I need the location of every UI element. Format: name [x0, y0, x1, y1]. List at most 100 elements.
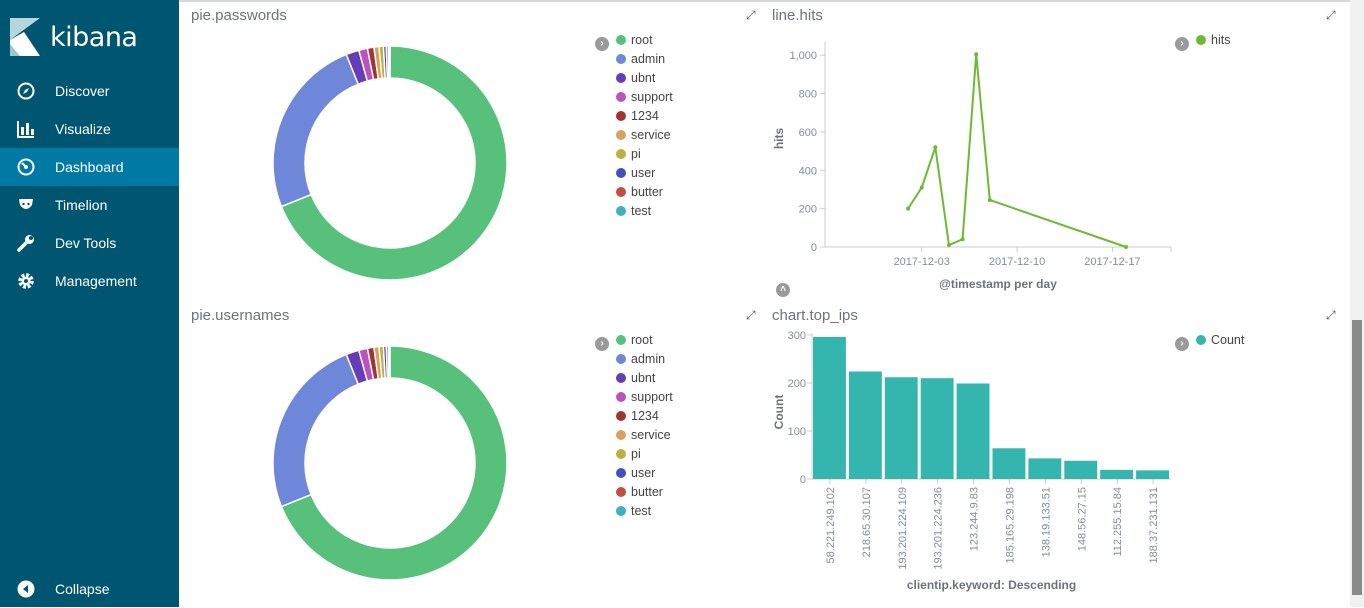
legend-dot	[616, 410, 626, 421]
legend-label: test	[631, 203, 652, 218]
collapse-chart-icon[interactable]: ˄	[776, 283, 790, 297]
y-axis-title: Count	[772, 395, 786, 430]
legend-label: butter	[631, 184, 663, 199]
bar-58.221.249.102	[813, 336, 846, 479]
legend-item-root[interactable]: root	[616, 330, 673, 349]
x-tick-label: 148.56.27.15	[1076, 487, 1088, 551]
legend-label: 1234	[631, 108, 659, 123]
bar-148.56.27.15	[1064, 460, 1098, 479]
gear-icon	[16, 271, 36, 291]
legend-item-admin[interactable]: admin	[616, 349, 673, 368]
pie-slice-root	[280, 45, 508, 281]
legend-toggle-icon[interactable]: ›	[1175, 37, 1189, 51]
legend-item-1234[interactable]: 1234	[616, 106, 673, 125]
collapse-label: Collapse	[55, 581, 110, 597]
legend-label: pi	[631, 446, 641, 461]
legend-dot	[616, 486, 626, 497]
legend-item-service[interactable]: service	[616, 125, 673, 144]
legend-label: ubnt	[631, 370, 656, 385]
legend-item-butter[interactable]: butter	[616, 482, 673, 501]
legend-item-admin[interactable]: admin	[616, 49, 673, 68]
x-tick-label: 2017-12-03	[894, 256, 950, 268]
y-tick-label: 0	[800, 474, 806, 486]
legend-item-ubnt[interactable]: ubnt	[616, 368, 673, 387]
legend-item-pi[interactable]: pi	[616, 444, 673, 463]
legend-label: admin	[631, 351, 666, 366]
legend-item-root[interactable]: root	[616, 30, 673, 49]
x-tick-label: 188.37.231.131	[1148, 487, 1160, 563]
collapse-button[interactable]: Collapse	[0, 570, 179, 608]
sidebar-item-label: Management	[55, 273, 137, 289]
legend-dot	[616, 391, 626, 402]
legend-dot	[616, 448, 626, 459]
pie-slice-root	[280, 345, 508, 581]
legend-item-test[interactable]: test	[616, 501, 673, 520]
panel-title-hits: line.hits	[772, 7, 823, 24]
legend-item-1234[interactable]: 1234	[616, 406, 673, 425]
legend-item-user[interactable]: user	[616, 163, 673, 182]
collapse-icon	[16, 579, 36, 599]
pie-passwords	[272, 45, 508, 281]
legend-item-ubnt[interactable]: ubnt	[616, 68, 673, 87]
bar-chart-icon	[16, 119, 36, 139]
legend-dot	[616, 34, 626, 45]
expand-icon[interactable]: ⤢	[1326, 308, 1336, 322]
legend-dot	[616, 167, 626, 178]
line-legend: hits	[1196, 30, 1230, 49]
sidebar-item-visualize[interactable]: Visualize	[0, 110, 179, 148]
legend-item-service[interactable]: service	[616, 425, 673, 444]
legend-label: user	[631, 465, 656, 480]
x-tick-label: 2017-12-10	[989, 256, 1045, 268]
bar-legend: Count	[1196, 330, 1244, 349]
legend-label: service	[631, 127, 671, 142]
legend-dot	[616, 467, 626, 478]
y-tick-label: 400	[799, 165, 817, 177]
legend-dot	[616, 129, 626, 140]
x-tick-label: 58.221.249.102	[825, 487, 837, 563]
pie-slice-test	[387, 345, 391, 379]
expand-icon[interactable]: ⤢	[1326, 8, 1336, 22]
legend-item-user[interactable]: user	[616, 463, 673, 482]
legend-dot	[616, 91, 626, 102]
timelion-icon	[16, 195, 36, 215]
wrench-icon	[16, 233, 36, 253]
sidebar-item-timelion[interactable]: Timelion	[0, 186, 179, 224]
expand-icon[interactable]: ⤢	[746, 8, 756, 22]
bar-123.244.9.83	[956, 383, 990, 479]
legend-dot	[616, 372, 626, 383]
sidebar-item-label: Dev Tools	[55, 235, 117, 251]
bar-185.165.29.198	[992, 448, 1026, 479]
legend-item-test[interactable]: test	[616, 201, 673, 220]
legend-item-butter[interactable]: butter	[616, 182, 673, 201]
sidebar-item-discover[interactable]: Discover	[0, 72, 179, 110]
legend-item-support[interactable]: support	[616, 387, 673, 406]
legend-item-count[interactable]: Count	[1196, 330, 1244, 349]
x-axis-title: @timestamp per day	[939, 277, 1057, 291]
x-tick-label: 193.201.224.236	[933, 487, 945, 570]
legend-item-support[interactable]: support	[616, 87, 673, 106]
sidebar-item-label: Discover	[55, 83, 110, 99]
scrollbar[interactable]	[1350, 0, 1364, 607]
x-tick-label: 123.244.9.83	[969, 487, 981, 551]
legend-label: butter	[631, 484, 663, 499]
scrollbar-thumb[interactable]	[1352, 320, 1362, 595]
logo-text: kibana	[50, 21, 138, 53]
sidebar-item-dev-tools[interactable]: Dev Tools	[0, 224, 179, 262]
sidebar-item-label: Visualize	[55, 121, 111, 137]
bar-218.65.30.107	[848, 371, 882, 479]
kibana-logo-icon	[10, 18, 40, 56]
legend-label: 1234	[631, 408, 659, 423]
expand-icon[interactable]: ⤢	[746, 308, 756, 322]
kibana-logo[interactable]: kibana	[10, 12, 138, 62]
legend-label: admin	[631, 51, 666, 66]
legend-item-pi[interactable]: pi	[616, 144, 673, 163]
sidebar-item-management[interactable]: Management	[0, 262, 179, 300]
legend-dot	[616, 186, 626, 197]
legend-toggle-icon[interactable]: ›	[1175, 337, 1189, 351]
bar-188.37.231.131	[1136, 470, 1169, 479]
y-axis-title: hits	[772, 128, 786, 150]
legend-item-hits[interactable]: hits	[1196, 30, 1230, 49]
legend-toggle-icon[interactable]: ›	[595, 37, 609, 51]
sidebar-item-dashboard[interactable]: Dashboard	[0, 148, 179, 186]
legend-toggle-icon[interactable]: ›	[595, 337, 609, 351]
